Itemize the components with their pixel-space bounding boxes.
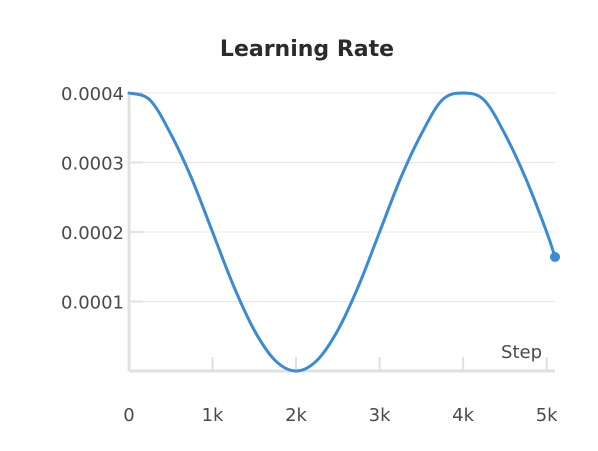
axes: 0.0001 0.0002 0.0003 0.0004 0 1k 2k 3k 4k 5k xyxy=(61,84,558,426)
y-tick-label: 0.0004 xyxy=(61,84,124,105)
x-tick-label: 4k xyxy=(452,405,474,426)
x-tick-label: 2k xyxy=(285,405,307,426)
series-line xyxy=(127,91,557,373)
y-tick-label: 0.0002 xyxy=(61,223,124,244)
x-tick-label: 1k xyxy=(202,405,224,426)
series-layer xyxy=(127,91,560,373)
series-end-point xyxy=(550,252,560,263)
x-tick-label: 5k xyxy=(536,405,558,426)
y-tick-label: 0.0001 xyxy=(61,293,124,314)
x-tick-label: 3k xyxy=(369,405,391,426)
y-tick-label: 0.0003 xyxy=(61,154,124,175)
x-tick-label: 0 xyxy=(123,405,134,426)
x-axis-label: Step xyxy=(501,342,542,363)
grid-lines xyxy=(129,92,555,302)
chart-title: Learning Rate xyxy=(220,37,394,62)
